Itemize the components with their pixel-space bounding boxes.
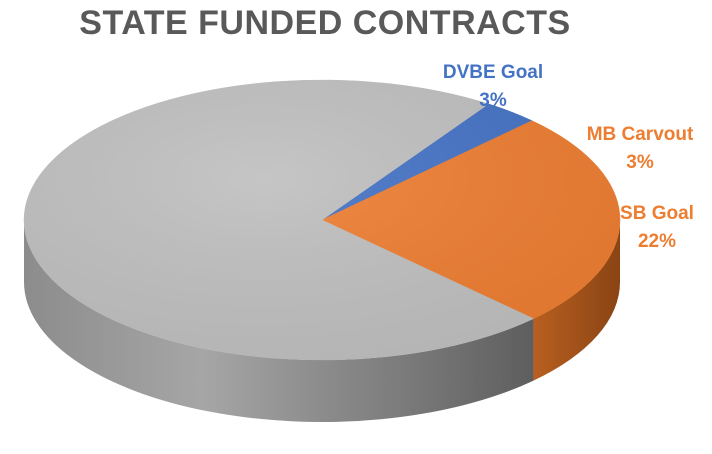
data-label-dvbe-goal-name: DVBE Goal: [443, 62, 543, 83]
pie-wall-sb-goal: [533, 220, 620, 381]
chart-title: STATE FUNDED CONTRACTS: [79, 4, 571, 42]
data-label-dvbe-goal-value: 3%: [479, 90, 507, 111]
pie-wall-remainder: [24, 220, 534, 423]
pie-top-shading: [24, 80, 620, 360]
data-label-sb-goal-value: 22%: [638, 231, 676, 252]
pie-walls: [24, 220, 620, 423]
pie-labels: DVBE Goal 3% MB Carvout 3% SB Goal 22%: [443, 62, 694, 252]
pie-tops: [23, 79, 621, 361]
data-label-mb-carvout-value: 3%: [626, 152, 654, 173]
data-label-mb-carvout-name: MB Carvout: [587, 124, 694, 145]
data-label-sb-goal-name: SB Goal: [620, 203, 694, 224]
